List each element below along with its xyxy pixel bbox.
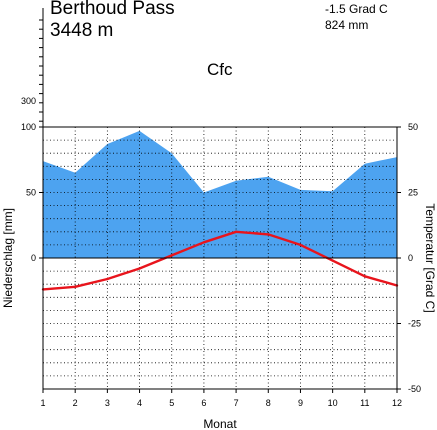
temp-tick-label: -25 xyxy=(408,319,421,329)
precip-tick-label: 300 xyxy=(21,96,36,106)
month-tick-label: 10 xyxy=(328,398,338,408)
y-axis-label-left: Niederschlag [mm] xyxy=(1,208,15,308)
temperature-point xyxy=(170,254,173,257)
mean-temperature: -1.5 Grad C xyxy=(325,2,388,16)
temperature-point xyxy=(106,277,109,281)
temperature-point xyxy=(363,275,366,278)
temperature-point xyxy=(267,233,270,236)
temperature-point xyxy=(202,241,206,244)
temp-tick-label: 0 xyxy=(408,253,413,263)
month-tick-label: 12 xyxy=(392,398,402,408)
annual-precipitation: 824 mm xyxy=(325,18,369,32)
x-axis-label: Monat xyxy=(203,417,237,430)
temp-tick-label: -50 xyxy=(408,384,421,394)
temperature-point xyxy=(138,267,141,270)
temperature-line xyxy=(42,230,398,291)
plot-frame xyxy=(39,126,401,393)
month-tick-label: 4 xyxy=(137,398,142,408)
precip-tick-label: 0 xyxy=(31,253,36,263)
station-elevation: 3448 m xyxy=(50,20,114,41)
month-tick-label: 9 xyxy=(298,398,303,408)
temp-tick-label: 25 xyxy=(408,188,418,198)
month-tick-label: 1 xyxy=(40,398,45,408)
temperature-point xyxy=(331,259,334,262)
month-tick-label: 6 xyxy=(201,398,206,408)
temp-tick-label: 50 xyxy=(408,122,418,132)
month-tick-label: 3 xyxy=(105,398,110,408)
month-tick-label: 8 xyxy=(266,398,271,408)
precipitation-series xyxy=(43,130,397,258)
y-axis-label-right: Temperatur [Grad C] xyxy=(423,203,437,312)
station-name: Berthoud Pass xyxy=(50,0,175,19)
precipitation-area xyxy=(43,130,397,258)
temperature-point xyxy=(74,285,77,288)
month-tick-label: 2 xyxy=(73,398,78,408)
precip-tick-label: 50 xyxy=(26,188,36,198)
precip-tick-label: 100 xyxy=(21,122,36,132)
month-tick-label: 5 xyxy=(169,398,174,408)
left-axis xyxy=(39,8,44,127)
month-tick-label: 7 xyxy=(234,398,239,408)
month-tick-label: 11 xyxy=(360,398,369,408)
temperature-point xyxy=(299,243,302,247)
climate-class: Cfc xyxy=(207,60,233,79)
temperature-point xyxy=(234,230,238,233)
